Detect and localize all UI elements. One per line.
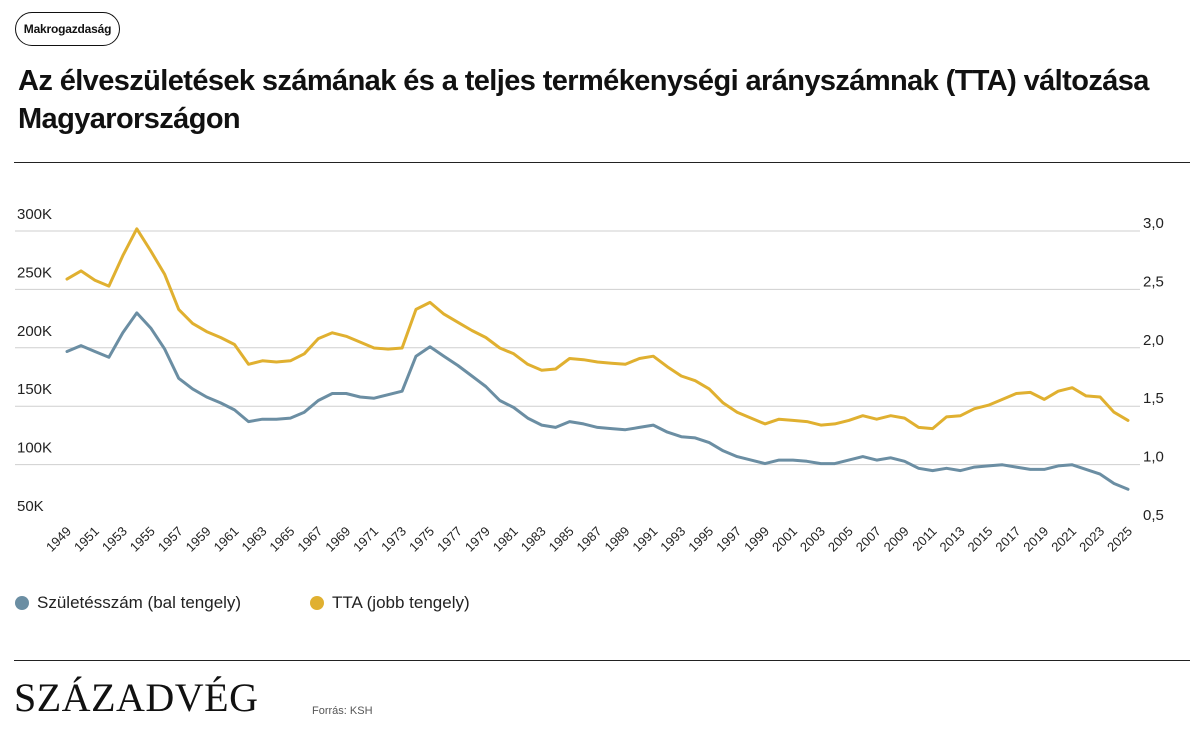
x-tick-label: 1963 <box>239 524 270 555</box>
x-tick-label: 1955 <box>127 524 158 555</box>
x-tick-label: 1993 <box>657 524 688 555</box>
left-tick-label: 100K <box>17 440 52 457</box>
x-tick-label: 1989 <box>601 524 632 555</box>
births-line <box>65 311 1130 491</box>
x-tick-label: 2021 <box>1048 524 1079 555</box>
x-tick-label: 1981 <box>490 524 521 555</box>
x-axis-ticks: 1949195119531955195719591961196319651967… <box>43 524 1135 555</box>
gridlines <box>15 230 1140 466</box>
x-tick-label: 1979 <box>462 524 493 555</box>
x-tick-label: 1987 <box>574 524 605 555</box>
left-tick-label: 50K <box>17 498 44 515</box>
left-tick-label: 200K <box>17 323 52 340</box>
left-axis-ticks: 50K 100K 150K 200K 250K 300K <box>17 206 52 515</box>
chart-title: Az élveszületések számának és a teljes t… <box>18 65 1149 135</box>
x-tick-label: 1951 <box>71 524 102 555</box>
source-note: Forrás: KSH <box>312 705 373 717</box>
left-tick-label: 150K <box>17 381 52 398</box>
x-tick-label: 2023 <box>1076 524 1107 555</box>
right-tick-label: 1,5 <box>1143 390 1164 407</box>
x-tick-label: 1997 <box>713 524 744 555</box>
top-divider <box>14 162 1190 163</box>
right-tick-label: 2,5 <box>1143 273 1164 290</box>
x-tick-label: 2025 <box>1104 524 1135 555</box>
bottom-divider <box>14 660 1190 661</box>
x-tick-label: 1971 <box>350 524 381 555</box>
x-tick-label: 1969 <box>322 524 353 555</box>
x-tick-label: 1957 <box>155 524 186 555</box>
legend-item-births: Születésszám (bal tengely) <box>15 593 241 613</box>
x-tick-label: 1977 <box>434 524 465 555</box>
x-tick-label: 1959 <box>183 524 214 555</box>
x-tick-label: 1965 <box>266 524 297 555</box>
births-legend-label: Születésszám (bal tengely) <box>37 593 242 612</box>
right-tick-label: 1,0 <box>1143 449 1164 466</box>
right-axis-ticks: 0,5 1,0 1,5 2,0 2,5 3,0 <box>1143 215 1164 524</box>
births-legend-dot <box>15 596 29 610</box>
x-tick-label: 1975 <box>406 524 437 555</box>
x-tick-label: 2009 <box>881 524 912 555</box>
left-tick-label: 250K <box>17 264 52 281</box>
x-tick-label: 1967 <box>294 524 325 555</box>
x-tick-label: 2013 <box>937 524 968 555</box>
x-tick-label: 1995 <box>685 524 716 555</box>
right-tick-label: 3,0 <box>1143 215 1164 232</box>
right-tick-label: 2,0 <box>1143 332 1164 349</box>
x-tick-label: 2011 <box>909 524 939 554</box>
series-lines <box>65 227 1130 491</box>
x-tick-label: 1999 <box>741 524 772 555</box>
x-tick-label: 2007 <box>853 524 884 555</box>
x-tick-label: 1985 <box>546 524 577 555</box>
x-tick-label: 2015 <box>964 524 995 555</box>
category-tag[interactable]: Makrogazdaság <box>15 12 120 46</box>
brand-logo: SZÁZADVÉG <box>14 675 259 720</box>
x-tick-label: 1961 <box>211 524 242 555</box>
line-chart: 50K 100K 150K 200K 250K 300K 0,5 1,0 1,5 2,0 2,5 3… <box>15 206 1164 555</box>
x-tick-label: 1953 <box>99 524 130 555</box>
x-tick-label: 2019 <box>1020 524 1051 555</box>
x-tick-label: 1973 <box>378 524 409 555</box>
x-tick-label: 2001 <box>769 524 800 555</box>
left-tick-label: 300K <box>17 206 52 223</box>
x-tick-label: 1949 <box>43 524 74 555</box>
x-tick-label: 2005 <box>825 524 856 555</box>
x-tick-label: 1991 <box>629 524 660 555</box>
tfr-legend-label: TTA (jobb tengely) <box>332 593 470 612</box>
right-tick-label: 0,5 <box>1143 507 1164 524</box>
legend-item-tfr: TTA (jobb tengely) <box>310 593 470 613</box>
x-tick-label: 2017 <box>992 524 1023 555</box>
tfr-legend-dot <box>310 596 324 610</box>
tfr-line <box>65 227 1130 431</box>
x-tick-label: 2003 <box>797 524 828 555</box>
x-tick-label: 1983 <box>518 524 549 555</box>
